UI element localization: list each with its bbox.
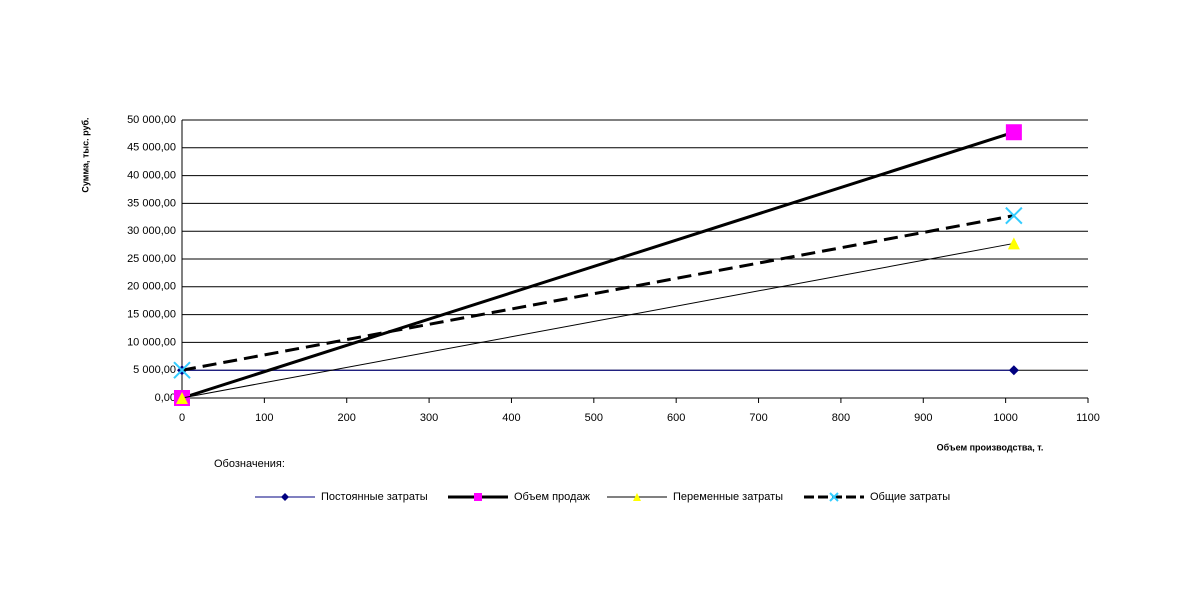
x-tick-label: 300 [420, 412, 438, 424]
series-line [181, 130, 1015, 400]
y-tick-label: 30 000,00 [127, 225, 176, 237]
y-tick-label: 25 000,00 [127, 253, 176, 265]
series-line [181, 242, 1014, 399]
marker [1005, 206, 1023, 225]
x-tick-label: 500 [585, 412, 603, 424]
y-tick-label: 40 000,00 [127, 170, 176, 182]
marker [1005, 124, 1022, 141]
marker [829, 492, 839, 502]
x-tick-label: 900 [914, 412, 932, 424]
y-tick-label: 15 000,00 [127, 309, 176, 321]
x-tick-label: 800 [832, 412, 850, 424]
series-line [181, 214, 1015, 372]
marker [633, 493, 641, 501]
x-tick-label: 200 [338, 412, 356, 424]
x-tick-label: 600 [667, 412, 685, 424]
y-tick-label: 5 000,00 [133, 364, 176, 376]
y-tick-label: 0,00 [155, 392, 176, 404]
x-tick-label: 700 [749, 412, 767, 424]
legend-label: Переменные затраты [673, 491, 783, 503]
marker [1007, 237, 1020, 250]
legend-label: Объем продаж [514, 491, 591, 503]
marker [474, 493, 482, 501]
x-tick-label: 1100 [1076, 412, 1100, 424]
y-tick-label: 20 000,00 [127, 281, 176, 293]
y-tick-label: 35 000,00 [127, 197, 176, 209]
y-tick-label: 45 000,00 [127, 142, 176, 154]
y-tick-label: 10 000,00 [127, 336, 176, 348]
marker [173, 361, 191, 379]
legend-label: Общие затраты [870, 491, 950, 503]
marker [281, 493, 289, 501]
x-tick-label: 1000 [993, 412, 1017, 424]
y-tick-label: 50 000,00 [127, 114, 176, 126]
x-tick-label: 400 [502, 412, 520, 424]
legend-label: Постоянные затраты [321, 491, 428, 503]
y-axis-title: Сумма, тыс. руб. [80, 117, 90, 192]
marker [1008, 365, 1019, 376]
marker [176, 392, 188, 404]
x-tick-label: 0 [179, 412, 185, 424]
x-tick-label: 100 [255, 412, 273, 424]
legend-title: Обозначения: [214, 458, 285, 470]
x-axis-title: Объем производства, т. [937, 442, 1044, 452]
